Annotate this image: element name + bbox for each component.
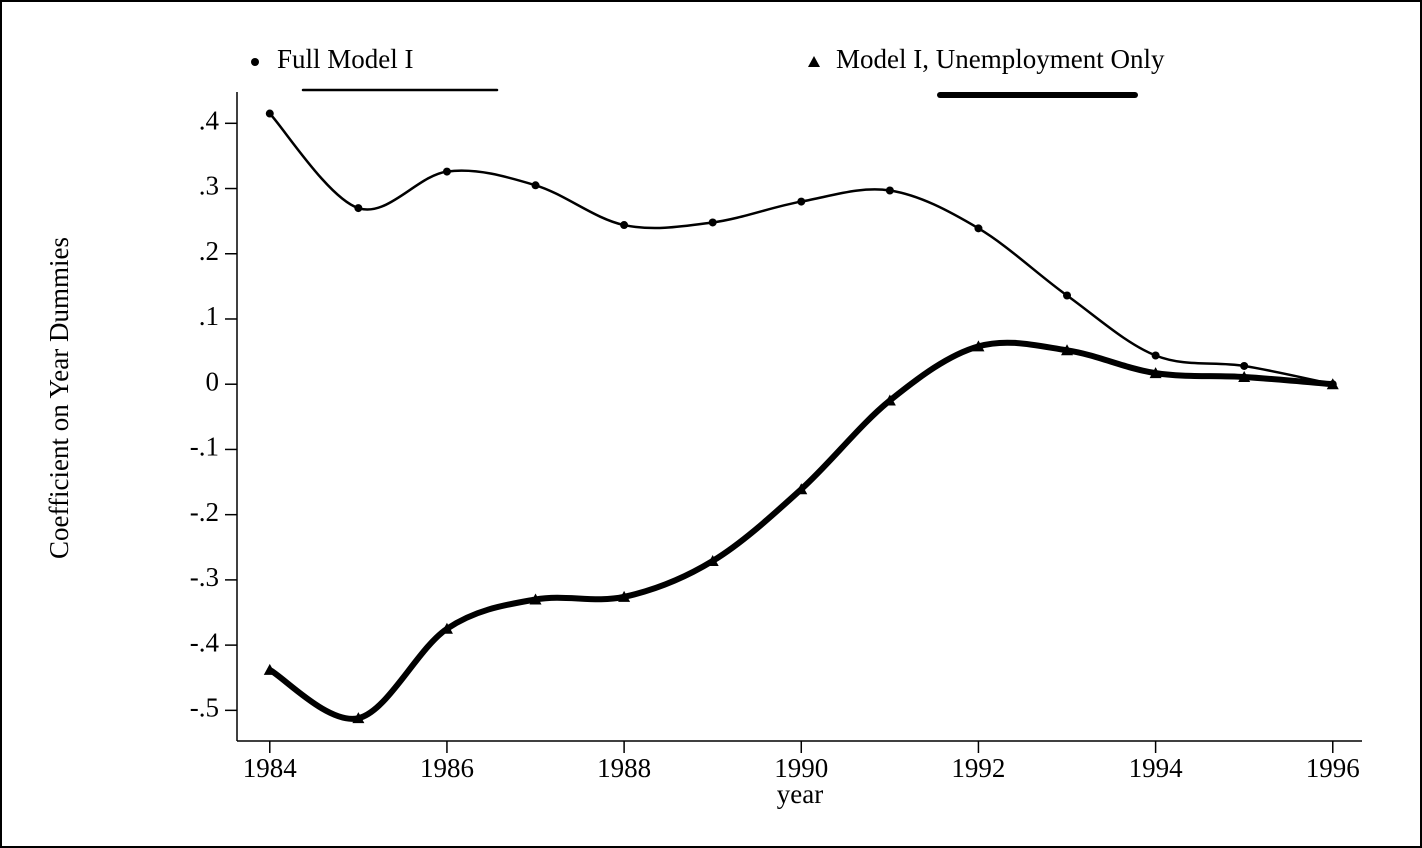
marker [531,181,540,190]
marker [1240,361,1249,370]
y-tick-label: .4 [199,106,220,136]
legend-marker [251,58,259,66]
marker [972,340,985,352]
marker [618,590,631,602]
marker [1151,351,1160,360]
marker [706,554,719,566]
y-tick-label: -.5 [190,693,219,723]
marker [708,218,717,227]
marker [1238,371,1251,383]
marker [265,109,274,118]
marker [883,394,896,406]
legend-marker [808,56,820,67]
marker [354,204,363,213]
y-tick-label: 0 [206,366,220,396]
marker [1061,344,1074,356]
y-tick-label: -.4 [190,627,220,657]
y-axis-title: Coefficient on Year Dummies [44,237,74,559]
marker [263,663,276,675]
marker [352,712,365,724]
y-tick-label: -.1 [190,432,219,462]
y-tick-label: .2 [199,236,219,266]
x-axis-title: year [777,779,823,809]
x-tick-label: 1992 [951,753,1005,783]
y-tick-label: .3 [199,171,219,201]
legend-label: Full Model I [277,44,414,74]
marker [620,221,629,230]
marker [529,593,542,605]
marker [885,186,894,195]
x-tick-label: 1988 [597,753,651,783]
y-tick-label: -.3 [190,562,219,592]
marker [1149,367,1162,379]
marker [1326,378,1339,390]
marker [974,224,983,233]
x-tick-label: 1990 [774,753,828,783]
x-tick-label: 1994 [1129,753,1184,783]
x-tick-label: 1986 [420,753,474,783]
marker [442,167,451,176]
x-tick-label: 1984 [243,753,298,783]
x-tick-label: 1996 [1306,753,1360,783]
marker [440,622,453,634]
marker [795,483,808,495]
marker [797,197,806,206]
legend-label: Model I, Unemployment Only [836,44,1165,74]
marker [1063,291,1072,300]
y-tick-label: .1 [199,301,219,331]
y-tick-label: -.2 [190,497,219,527]
